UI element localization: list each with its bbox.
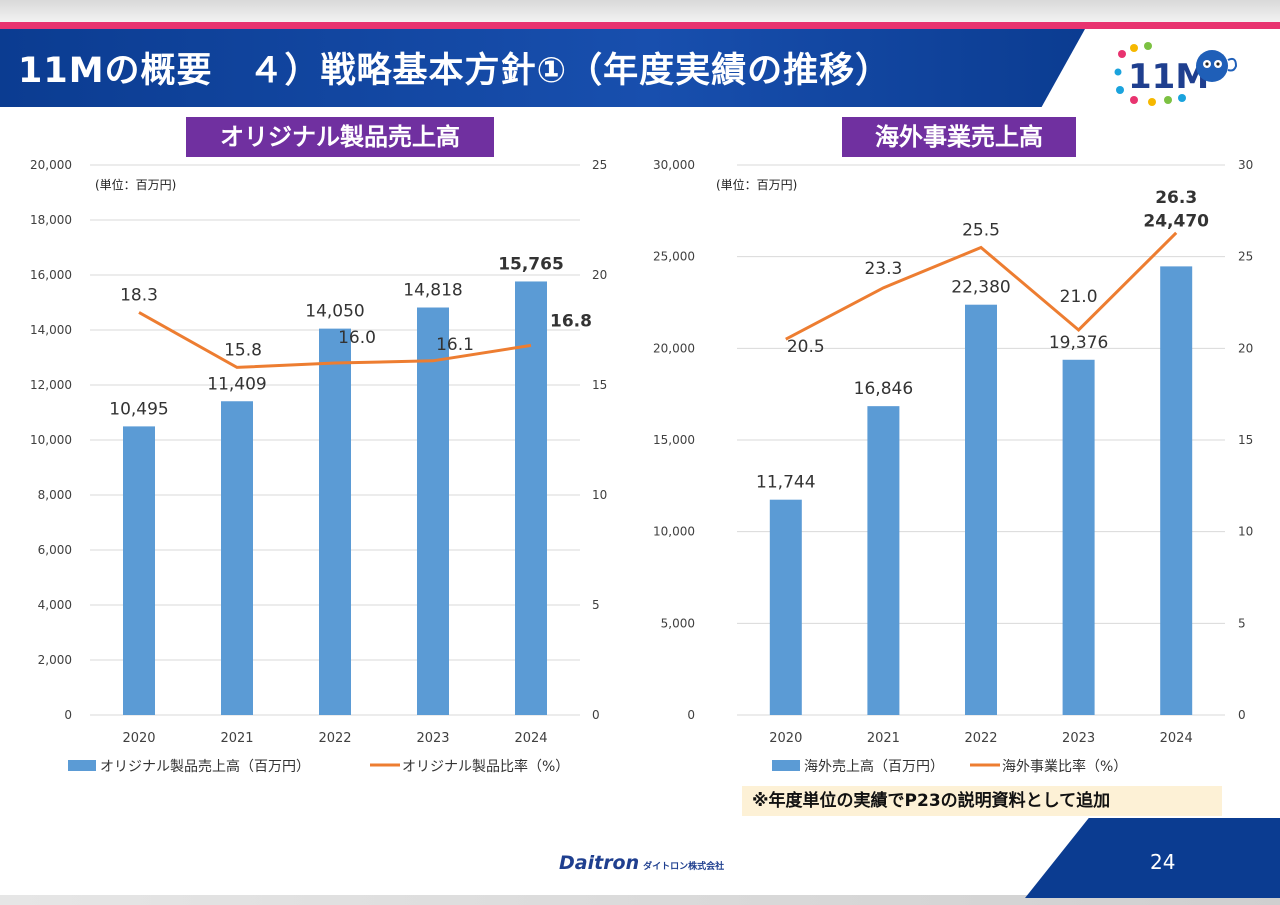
y-right-tick-label: 0	[592, 708, 600, 722]
bar	[1160, 266, 1193, 715]
11m-logo: 11M	[1114, 42, 1238, 106]
x-tick-label: 2024	[1160, 731, 1193, 746]
bar	[1062, 359, 1095, 715]
x-tick-label: 2021	[220, 731, 253, 746]
bar	[221, 401, 253, 715]
y-left-tick-label: 8,000	[38, 488, 72, 502]
bar	[965, 304, 997, 715]
y-left-tick-label: 0	[64, 708, 72, 722]
legend-label: 海外売上高（百万円）	[804, 758, 944, 775]
line-data-label: 23.3	[864, 259, 902, 279]
line-data-label: 18.3	[120, 285, 158, 305]
series-line	[785, 231, 1178, 341]
bar-data-label: 14,050	[305, 302, 364, 322]
line-data-label: 20.5	[787, 337, 825, 357]
legend-label: オリジナル製品売上高（百万円）	[100, 758, 310, 775]
line-data-label: 21.0	[1060, 287, 1098, 307]
y-left-tick-label: 5,000	[661, 616, 695, 630]
bar-data-label: 24,470	[1143, 211, 1209, 231]
y-right-tick-label: 25	[1238, 250, 1253, 264]
legend-label: 海外事業比率（%）	[1002, 758, 1127, 775]
page-number: 24	[1150, 850, 1176, 874]
y-left-tick-label: 4,000	[38, 598, 72, 612]
bar-data-label: 22,380	[951, 278, 1010, 298]
line-data-label: 16.0	[338, 328, 376, 348]
x-tick-label: 2023	[1062, 731, 1095, 746]
top-strip	[0, 0, 1280, 22]
y-left-tick-label: 20,000	[653, 341, 695, 355]
bar-data-label: 15,765	[498, 254, 564, 274]
line-data-label: 16.8	[550, 311, 592, 331]
y-left-tick-label: 2,000	[38, 653, 72, 667]
bar-data-label: 11,409	[207, 374, 266, 394]
bar-data-label: 14,818	[403, 281, 462, 301]
y-left-tick-label: 15,000	[653, 433, 695, 447]
y-right-tick-label: 15	[592, 378, 607, 392]
x-tick-label: 2022	[964, 731, 997, 746]
bar-data-label: 19,376	[1049, 333, 1108, 353]
bar	[417, 307, 449, 715]
y-left-tick-label: 10,000	[653, 525, 695, 539]
x-tick-label: 2020	[122, 731, 155, 746]
y-left-tick-label: 20,000	[30, 158, 72, 172]
logo-text: 11M	[1128, 57, 1209, 97]
line-data-label: 26.3	[1155, 188, 1197, 208]
legend-swatch-bar	[68, 760, 96, 771]
y-right-tick-label: 20	[1238, 341, 1253, 355]
x-tick-label: 2020	[769, 731, 802, 746]
y-right-tick-label: 5	[592, 598, 600, 612]
y-right-tick-label: 20	[592, 268, 607, 282]
y-right-tick-label: 0	[1238, 708, 1246, 722]
bar-data-label: 11,744	[756, 473, 815, 493]
y-right-tick-label: 25	[592, 158, 607, 172]
unit-label: (単位：百万円)	[95, 177, 176, 192]
line-data-label: 16.1	[436, 335, 474, 355]
y-left-tick-label: 10,000	[30, 433, 72, 447]
chart-overseas-business: 0 5,000 10,000 15,000 20,000 25,000 30,000 0 5 10…	[653, 158, 1253, 775]
line-data-label: 25.5	[962, 221, 1000, 241]
bar	[769, 499, 802, 715]
unit-label: (単位：百万円)	[716, 177, 797, 192]
y-right-tick-label: 5	[1238, 616, 1246, 630]
y-right-tick-label: 30	[1238, 158, 1253, 172]
company-name: Daitron	[559, 852, 640, 874]
bar-data-label: 16,846	[854, 379, 913, 399]
bar	[123, 426, 155, 715]
y-right-tick-label: 10	[1238, 525, 1253, 539]
y-left-tick-label: 16,000	[30, 268, 72, 282]
bar	[515, 281, 547, 715]
section-label-original: オリジナル製品売上高	[186, 117, 494, 157]
x-tick-label: 2024	[514, 731, 547, 746]
y-left-tick-label: 12,000	[30, 378, 72, 392]
y-left-tick-label: 0	[687, 708, 695, 722]
company-suffix: ダイトロン株式会社	[643, 862, 725, 872]
title-bar	[0, 29, 1085, 107]
bar-data-label: 10,495	[109, 399, 168, 419]
accent-line	[0, 22, 1280, 29]
line-data-label: 15.8	[224, 340, 262, 360]
y-left-tick-label: 14,000	[30, 323, 72, 337]
y-right-tick-label: 15	[1238, 433, 1253, 447]
bar	[867, 406, 900, 715]
chart-original-products: 0 2,000 4,000 6,000 8,000 10,000 12,000 14,000 1…	[30, 158, 607, 775]
x-tick-label: 2021	[867, 731, 900, 746]
y-left-tick-label: 25,000	[653, 250, 695, 264]
y-right-tick-label: 10	[592, 488, 607, 502]
y-left-tick-label: 6,000	[38, 543, 72, 557]
legend-label: オリジナル製品比率（%）	[402, 758, 569, 775]
page-title: 11Mの概要 ４）戦略基本方針①（年度実績の推移）	[18, 51, 892, 91]
section-label-overseas: 海外事業売上高	[842, 117, 1076, 157]
bar	[319, 328, 351, 715]
x-tick-label: 2022	[318, 731, 351, 746]
company-logo: Daitron ダイトロン株式会社	[559, 852, 724, 874]
legend-swatch-bar	[772, 760, 800, 771]
bottom-strip	[0, 895, 1280, 905]
supplementary-note: ※年度単位の実績でP23の説明資料として追加	[742, 786, 1222, 816]
y-left-tick-label: 18,000	[30, 213, 72, 227]
series-line	[138, 311, 532, 369]
x-tick-label: 2023	[416, 731, 449, 746]
y-left-tick-label: 30,000	[653, 158, 695, 172]
